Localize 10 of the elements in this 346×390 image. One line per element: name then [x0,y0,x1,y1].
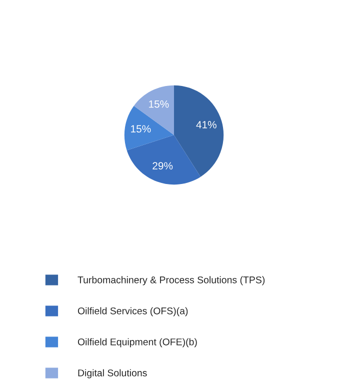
pie-slice [126,135,201,185]
pie-slice [174,85,224,177]
data-label: 15% [149,100,169,108]
data-label: 41% [196,121,216,128]
legend-label: Turbomachinery & Process Solutions (TPS) [78,276,265,286]
data-label: 15% [131,125,151,133]
data-label: 29% [152,162,173,170]
legend-label: Digital Solutions [78,369,147,378]
legend-label: Oilfield Services (OFS)(a) [78,307,188,316]
legend-label: Oilfield Equipment (OFE)(b) [78,338,197,348]
